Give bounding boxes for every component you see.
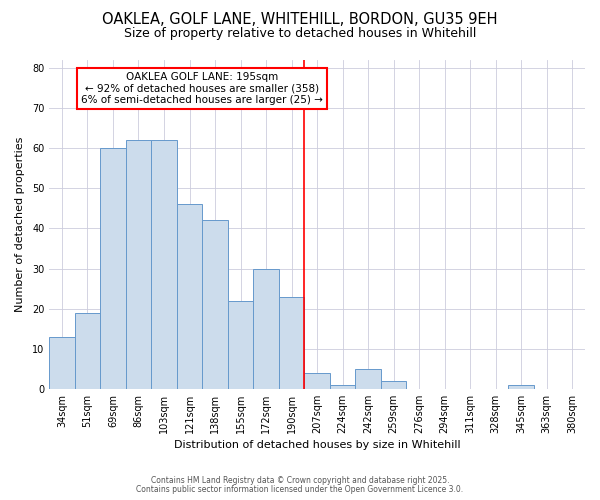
Bar — [100, 148, 126, 389]
Bar — [151, 140, 177, 389]
Text: OAKLEA, GOLF LANE, WHITEHILL, BORDON, GU35 9EH: OAKLEA, GOLF LANE, WHITEHILL, BORDON, GU… — [102, 12, 498, 28]
Bar — [508, 385, 534, 389]
Text: Size of property relative to detached houses in Whitehill: Size of property relative to detached ho… — [124, 28, 476, 40]
Bar — [177, 204, 202, 389]
Bar — [126, 140, 151, 389]
Bar — [49, 336, 74, 389]
Bar — [228, 300, 253, 389]
Bar — [279, 296, 304, 389]
Text: OAKLEA GOLF LANE: 195sqm
← 92% of detached houses are smaller (358)
6% of semi-d: OAKLEA GOLF LANE: 195sqm ← 92% of detach… — [82, 72, 323, 105]
Text: Contains public sector information licensed under the Open Government Licence 3.: Contains public sector information licen… — [136, 484, 464, 494]
Bar — [381, 381, 406, 389]
Bar — [74, 312, 100, 389]
X-axis label: Distribution of detached houses by size in Whitehill: Distribution of detached houses by size … — [174, 440, 460, 450]
Text: Contains HM Land Registry data © Crown copyright and database right 2025.: Contains HM Land Registry data © Crown c… — [151, 476, 449, 485]
Bar — [253, 268, 279, 389]
Bar — [330, 385, 355, 389]
Y-axis label: Number of detached properties: Number of detached properties — [15, 136, 25, 312]
Bar — [304, 373, 330, 389]
Bar — [202, 220, 228, 389]
Bar — [355, 369, 381, 389]
